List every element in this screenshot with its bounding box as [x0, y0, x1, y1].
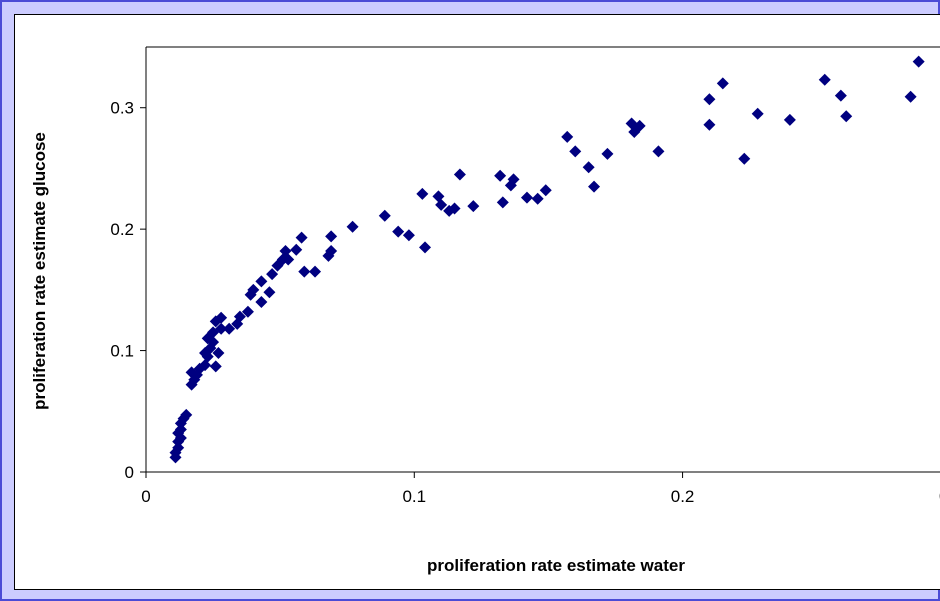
y-tick-label: 0: [125, 463, 134, 482]
data-point: [520, 191, 533, 204]
data-point: [416, 187, 429, 200]
data-point: [402, 229, 415, 242]
y-tick-label: 0.1: [110, 342, 134, 361]
data-point: [190, 368, 203, 381]
data-point: [266, 268, 279, 281]
data-point: [233, 310, 246, 323]
data-point: [652, 145, 665, 158]
chart-area: proliferation rate estimate glucose prol…: [14, 14, 940, 590]
data-point: [539, 184, 552, 197]
data-point: [738, 152, 751, 165]
data-point: [207, 336, 220, 349]
data-point: [582, 161, 595, 174]
data-point: [818, 73, 831, 86]
x-tick-label: 0: [141, 487, 150, 506]
data-point: [392, 225, 405, 238]
data-point: [215, 311, 228, 324]
data-point: [561, 130, 574, 143]
y-tick-label: 0.2: [110, 220, 134, 239]
x-axis-title: proliferation rate estimate water: [427, 556, 685, 575]
data-point: [282, 253, 295, 266]
data-point: [467, 200, 480, 213]
data-point: [263, 286, 276, 299]
data-point: [507, 173, 520, 186]
data-point: [298, 265, 311, 278]
data-point: [223, 322, 236, 335]
data-point: [325, 245, 338, 257]
data-point: [174, 423, 187, 436]
data-point: [703, 93, 716, 106]
data-point: [448, 202, 461, 215]
y-axis-title: proliferation rate estimate glucose: [30, 132, 49, 410]
data-point: [378, 209, 391, 222]
data-point: [601, 147, 614, 160]
data-point: [588, 180, 601, 193]
data-point: [531, 192, 544, 205]
data-point: [255, 296, 268, 308]
data-point: [703, 118, 716, 131]
data-point: [912, 55, 925, 68]
data-point: [212, 347, 225, 359]
axes-group: 00.10.20.300.10.20.3: [110, 46, 940, 506]
data-point: [309, 265, 322, 278]
data-point: [255, 275, 268, 288]
data-point: [496, 196, 509, 209]
y-tick-label: 0.3: [110, 99, 134, 118]
x-tick-label: 0.2: [671, 487, 695, 506]
data-point: [751, 107, 764, 120]
data-point: [295, 231, 308, 244]
data-point: [569, 145, 582, 158]
data-point: [346, 220, 359, 233]
data-point: [247, 283, 260, 296]
data-point: [180, 408, 193, 421]
data-point: [453, 168, 466, 181]
data-point: [419, 241, 432, 254]
scatter-chart: proliferation rate estimate glucose prol…: [30, 46, 940, 575]
data-point: [435, 198, 448, 211]
data-point: [840, 110, 853, 123]
data-point: [325, 230, 338, 243]
data-point: [716, 77, 729, 90]
points-group: [169, 55, 925, 464]
data-point: [271, 259, 284, 272]
data-point: [215, 322, 228, 335]
x-tick-label: 0.1: [402, 487, 426, 506]
data-point: [904, 90, 917, 103]
data-point: [290, 243, 303, 256]
data-point: [783, 113, 796, 126]
data-point: [633, 119, 646, 132]
data-point: [209, 360, 222, 373]
data-point: [172, 441, 185, 454]
data-point: [834, 89, 847, 102]
data-point: [241, 305, 254, 318]
data-point: [494, 169, 507, 182]
